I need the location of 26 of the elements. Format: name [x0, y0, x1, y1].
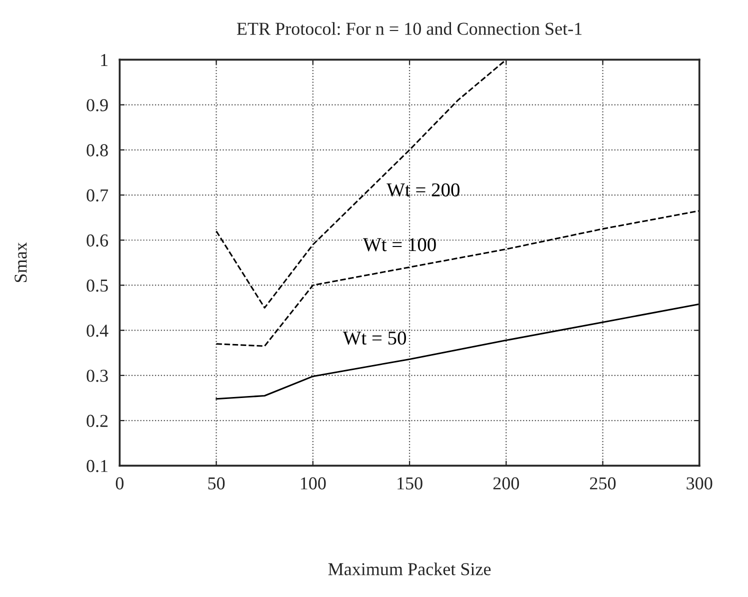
y-tick-label: 0.1: [86, 460, 108, 472]
x-tick-label: 150: [398, 477, 422, 490]
y-axis-title: Smax: [14, 242, 27, 282]
y-tick-label: 0.3: [86, 370, 108, 382]
y-tick-label: 0.4: [86, 324, 108, 337]
y-tick-label: 0.2: [86, 414, 108, 428]
x-axis-title: Maximum Packet Size: [328, 562, 491, 576]
y-tick-label: 0.9: [86, 99, 108, 112]
y-tick-label: 0.8: [86, 144, 108, 156]
line-series: [216, 303, 700, 400]
y-tick-label: 0.5: [86, 279, 108, 292]
line-series: [216, 60, 507, 309]
x-tick-label: 200: [493, 477, 519, 490]
x-tick-label: 0: [116, 477, 124, 490]
chart-title: ETR Protocol: For n = 10 and Connection Set-1: [236, 22, 582, 35]
x-tick-label: 250: [590, 477, 616, 490]
y-tick-label: 0.7: [86, 189, 108, 202]
series-label: Wt = 200: [386, 183, 460, 197]
y-tick-label: 0.6: [86, 234, 108, 247]
line-series: [216, 210, 700, 347]
series-label: Wt = 100: [363, 238, 436, 252]
x-tick-label: 50: [208, 477, 225, 490]
x-tick-label: 300: [686, 477, 712, 490]
series-label: Wt = 50: [342, 332, 406, 345]
x-tick-label: 100: [300, 477, 326, 490]
y-tick-label: 1: [101, 54, 108, 66]
